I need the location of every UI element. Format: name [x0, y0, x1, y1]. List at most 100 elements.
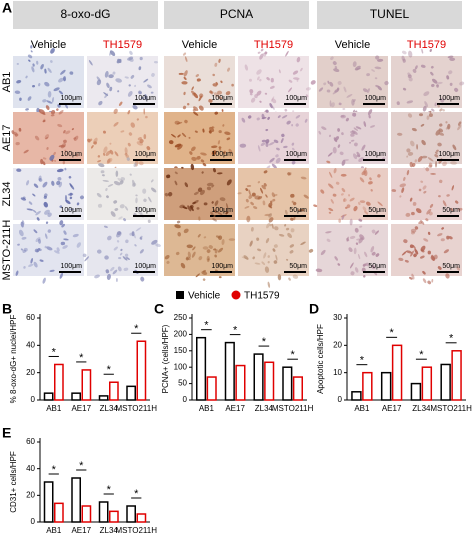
- cell-nucleus: [115, 278, 118, 282]
- micrograph: 100μm: [317, 102, 388, 178]
- cell-nucleus: [217, 172, 223, 175]
- cell-nucleus: [102, 180, 109, 182]
- cell-nucleus: [338, 218, 341, 223]
- scale-label: 50μm: [368, 263, 386, 270]
- cell-nucleus: [359, 234, 365, 240]
- cell-nucleus: [407, 113, 413, 118]
- cell-nucleus: [260, 48, 264, 52]
- cell-nucleus: [371, 265, 376, 270]
- cell-nucleus: [216, 211, 223, 216]
- cell-nucleus: [435, 84, 439, 87]
- cell-nucleus: [143, 134, 147, 140]
- cell-nucleus: [277, 115, 281, 119]
- micrograph-bg: [391, 56, 462, 108]
- cell-nucleus: [363, 275, 366, 278]
- cell-nucleus: [291, 142, 295, 146]
- cell-nucleus: [337, 263, 341, 266]
- cell-nucleus: [223, 151, 225, 155]
- cell-nucleus: [446, 194, 450, 197]
- treatment-label: TH1579: [254, 39, 293, 51]
- cell-nucleus: [201, 171, 204, 174]
- micrograph: 100μm: [391, 48, 465, 121]
- cell-nucleus: [250, 226, 254, 232]
- cell-nucleus: [414, 226, 419, 230]
- y-axis-label: % 8-oxo-dG+ nuclei/HPF: [9, 315, 18, 404]
- scale-label: 100μm: [211, 207, 233, 214]
- micrograph: 50μm: [391, 155, 463, 234]
- cell-nucleus: [103, 146, 108, 154]
- cell-nucleus: [273, 139, 279, 144]
- scale-bar: [59, 159, 81, 161]
- cell-nucleus: [50, 60, 53, 63]
- cell-nucleus: [104, 255, 109, 260]
- cell-nucleus: [428, 211, 433, 216]
- cell-nucleus: [332, 193, 337, 197]
- cell-nucleus: [124, 253, 129, 257]
- cell-nucleus: [138, 90, 142, 95]
- cell-nucleus: [107, 235, 112, 241]
- scale-bar: [437, 159, 459, 161]
- cell-nucleus: [442, 200, 447, 207]
- bar: [451, 350, 462, 401]
- cell-nucleus: [113, 200, 118, 204]
- cell-nucleus: [201, 271, 208, 275]
- cell-nucleus: [410, 250, 414, 257]
- cell-nucleus: [259, 78, 262, 82]
- cell-nucleus: [199, 93, 204, 98]
- cell-nucleus: [109, 86, 113, 92]
- cell-nucleus: [375, 253, 380, 257]
- cell-nucleus: [208, 130, 212, 134]
- cell-nucleus: [399, 195, 402, 198]
- cell-nucleus: [422, 270, 426, 275]
- cell-nucleus: [76, 202, 80, 206]
- cell-nucleus: [191, 146, 196, 152]
- cell-nucleus: [44, 81, 50, 87]
- significance-label: *: [107, 364, 112, 376]
- cell-nucleus: [353, 142, 358, 147]
- cell-nucleus: [195, 273, 200, 278]
- x-tick-label: AB1: [46, 526, 62, 535]
- bar: [380, 371, 392, 401]
- cell-nucleus: [334, 89, 339, 93]
- micrograph: 100μm: [391, 104, 462, 175]
- cell-nucleus: [217, 247, 224, 253]
- micrograph-bg: [164, 224, 235, 276]
- cell-nucleus: [300, 176, 307, 180]
- cell-nucleus: [202, 128, 205, 133]
- cell-nucleus: [43, 201, 48, 208]
- cell-nucleus: [424, 101, 429, 108]
- cell-nucleus: [127, 142, 131, 147]
- cell-nucleus: [63, 130, 66, 134]
- cell-nucleus: [271, 192, 276, 198]
- significance-label: *: [134, 323, 139, 335]
- cell-nucleus: [193, 111, 199, 116]
- cell-nucleus: [341, 132, 344, 136]
- cell-nucleus: [129, 173, 132, 176]
- cell-nucleus: [437, 233, 443, 237]
- cell-nucleus: [257, 76, 260, 81]
- cell-nucleus: [188, 136, 191, 139]
- cell-nucleus: [124, 76, 129, 79]
- scale-label: 50μm: [289, 207, 307, 214]
- cell-nucleus: [278, 69, 281, 74]
- cell-nucleus: [269, 157, 275, 163]
- micrograph: 100μm: [238, 48, 316, 117]
- cell-nucleus: [417, 155, 423, 163]
- cell-nucleus: [332, 146, 337, 154]
- cell-nucleus: [414, 248, 419, 255]
- cell-nucleus: [274, 193, 278, 197]
- treatment-label: TH1579: [103, 39, 142, 51]
- cell-nucleus: [361, 144, 366, 151]
- cell-nucleus: [391, 189, 397, 192]
- cell-nucleus: [305, 94, 309, 98]
- cell-nucleus: [181, 166, 184, 169]
- cell-nucleus: [174, 171, 178, 175]
- y-tick-label: 20: [26, 490, 35, 499]
- scale-bar: [133, 271, 155, 273]
- cell-nucleus: [422, 185, 427, 190]
- micrograph: 100μm: [13, 154, 84, 225]
- cell-nucleus: [53, 151, 56, 156]
- micrograph: 100μm: [238, 102, 309, 172]
- cell-nucleus: [403, 239, 408, 244]
- cell-nucleus: [362, 206, 367, 212]
